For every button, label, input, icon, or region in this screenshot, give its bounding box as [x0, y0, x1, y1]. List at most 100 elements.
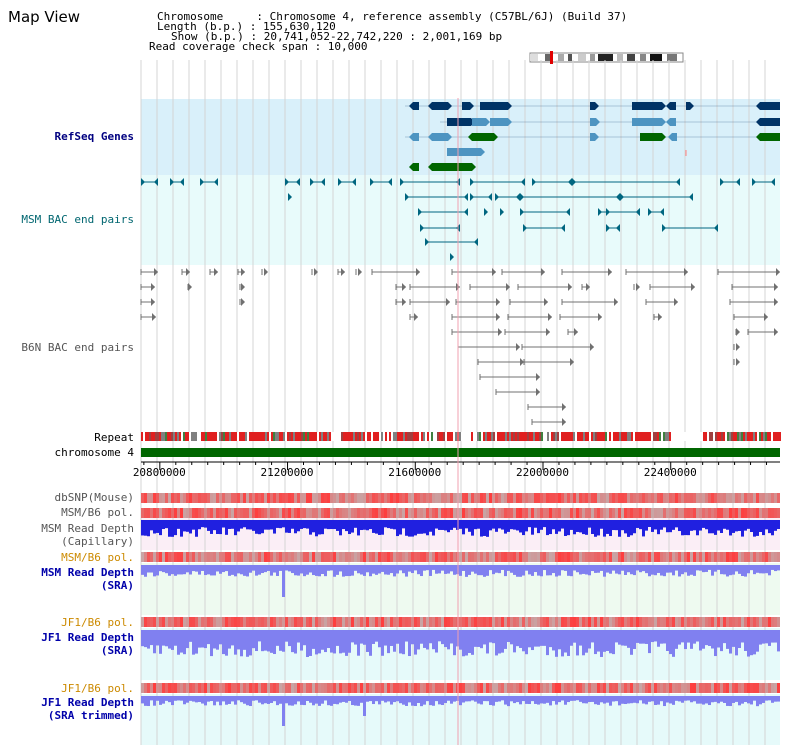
ideogram-position-marker[interactable]: [550, 51, 553, 64]
track-label-msm-depth-sra[interactable]: MSM Read Depth: [41, 566, 134, 579]
repeat-segment: [651, 432, 653, 441]
repeat-segment: [255, 432, 257, 441]
heat-cell: [225, 617, 228, 627]
heat-cell: [279, 683, 282, 693]
heat-cell: [636, 508, 639, 518]
axis-tick-label: 21200000: [260, 466, 314, 479]
track-label-jf1-b6-pol-1[interactable]: JF1/B6 pol.: [61, 616, 134, 629]
track-label-jf1-depth-sra[interactable]: JF1 Read Depth: [41, 631, 134, 644]
depth-bar: [555, 520, 558, 534]
heat-cell: [612, 617, 615, 627]
depth-bar: [429, 520, 432, 532]
depth-bar: [615, 520, 618, 531]
repeat-segment: [229, 432, 231, 441]
depth-bar: [396, 696, 399, 702]
heat-cell: [708, 493, 711, 503]
track-label-jf1-b6-pol-2[interactable]: JF1/B6 pol.: [61, 682, 134, 695]
heat-cell: [447, 617, 450, 627]
track-label-refseq[interactable]: RefSeq Genes: [54, 130, 134, 143]
depth-bar: [693, 630, 696, 644]
gene-strand-arrow: [494, 133, 498, 141]
depth-bar: [483, 630, 486, 645]
msm-bac-track[interactable]: [141, 178, 775, 261]
heat-cell: [588, 683, 591, 693]
depth-bar: [684, 565, 687, 573]
heat-cell: [402, 552, 405, 562]
repeat-segment: [241, 432, 243, 441]
depth-bar: [345, 565, 348, 577]
heat-cell: [435, 493, 438, 503]
repeat-segment: [439, 432, 441, 441]
heat-cell: [249, 508, 252, 518]
track-label-msm-b6-pol-2[interactable]: MSM/B6 pol.: [61, 551, 134, 564]
refseq-gene-track[interactable]: [405, 102, 780, 171]
chromosome-bar[interactable]: [141, 448, 780, 457]
repeat-segment: [581, 432, 583, 441]
repeat-segment: [707, 432, 709, 441]
depth-bar: [435, 565, 438, 574]
track-label-chromosome[interactable]: chromosome 4: [54, 446, 134, 459]
repeat-segment: [219, 432, 221, 441]
repeat-segment: [661, 432, 663, 441]
repeat-segment: [473, 432, 475, 441]
depth-bar: [474, 565, 477, 574]
depth-bar: [480, 565, 483, 576]
repeat-segment: [779, 432, 781, 441]
heat-cell: [525, 493, 528, 503]
gene-exon: [632, 102, 662, 110]
repeat-track[interactable]: [141, 432, 781, 441]
heat-cell: [762, 508, 765, 518]
heat-cell: [177, 683, 180, 693]
depth-bar: [648, 696, 651, 702]
depth-bar: [474, 696, 477, 702]
repeat-segment: [427, 432, 429, 441]
b6n-bac-track[interactable]: [140, 268, 780, 426]
heat-cell: [453, 493, 456, 503]
heat-cell: [417, 617, 420, 627]
heat-cell: [288, 493, 291, 503]
heat-cell: [639, 493, 642, 503]
msm-bac-end: [620, 193, 624, 201]
heat-cell: [435, 552, 438, 562]
track-label-msm-bac[interactable]: MSM BAC end pairs: [21, 213, 134, 226]
depth-bar: [432, 696, 435, 706]
repeat-segment: [759, 432, 761, 441]
heat-cell: [543, 493, 546, 503]
heat-cell: [465, 493, 468, 503]
track-label-b6n-bac[interactable]: B6N BAC end pairs: [21, 341, 134, 354]
axis-tick-label: 20800000: [132, 466, 186, 479]
repeat-segment: [773, 432, 775, 441]
depth-bar: [774, 696, 777, 702]
heat-cell: [198, 508, 201, 518]
depth-bar: [591, 696, 594, 702]
heat-cell: [510, 552, 513, 562]
depth-bar: [546, 696, 549, 703]
chromosome-ideogram[interactable]: [529, 51, 684, 64]
heat-cell: [702, 493, 705, 503]
track-label-msm-depth-capillary[interactable]: MSM Read Depth: [41, 522, 134, 535]
heat-cell: [543, 683, 546, 693]
depth-bar: [249, 630, 252, 656]
heat-cell: [231, 683, 234, 693]
track-label-jf1-depth-trimmed[interactable]: JF1 Read Depth: [41, 696, 134, 709]
track-label-msm-b6-pol-1[interactable]: MSM/B6 pol.: [61, 506, 134, 519]
repeat-segment: [519, 432, 521, 441]
heat-cell: [339, 508, 342, 518]
track-label-dbsnp[interactable]: dbSNP(Mouse): [54, 491, 134, 504]
depth-bar: [303, 630, 306, 646]
depth-bar: [339, 565, 342, 572]
depth-bar: [591, 520, 594, 535]
depth-bar: [651, 565, 654, 575]
track-label-repeat[interactable]: Repeat: [94, 431, 134, 444]
repeat-segment: [567, 432, 569, 441]
heat-cell: [690, 493, 693, 503]
depth-bar: [765, 565, 768, 574]
depth-bar: [651, 696, 654, 702]
heat-cell: [561, 493, 564, 503]
depth-bar: [654, 565, 657, 576]
heat-cell: [300, 493, 303, 503]
depth-bar: [417, 630, 420, 650]
heat-cell: [198, 617, 201, 627]
b6n-bac-end: [446, 298, 450, 306]
